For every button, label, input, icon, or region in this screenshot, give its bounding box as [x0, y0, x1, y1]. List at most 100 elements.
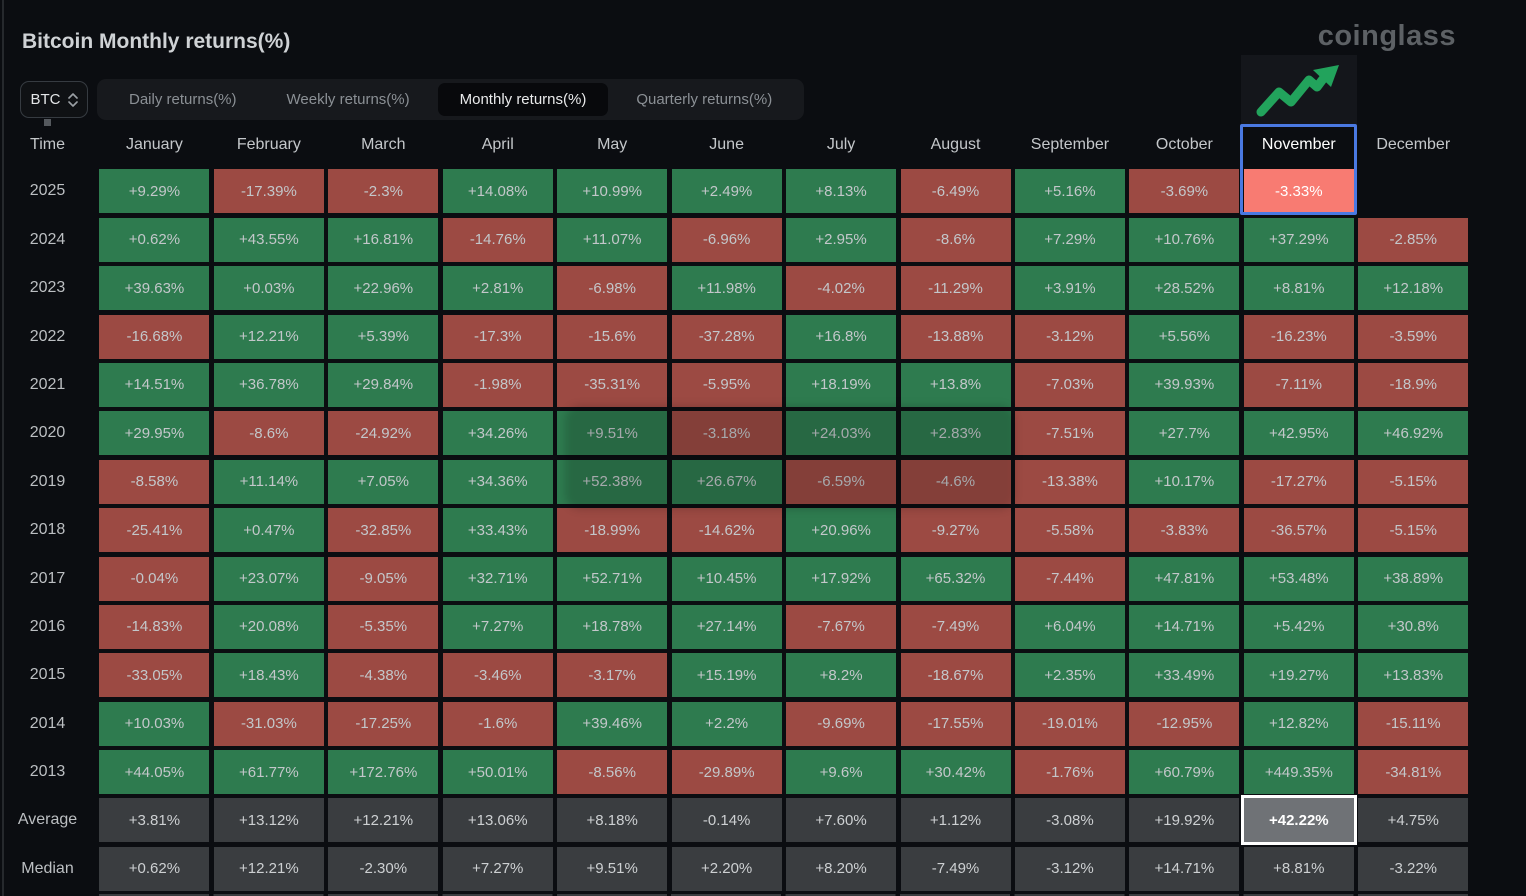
cell-2018-november[interactable]: -36.57% [1243, 508, 1354, 553]
cell-2024-september[interactable]: +7.29% [1014, 217, 1125, 262]
cell-2018-march[interactable]: -32.85% [328, 508, 439, 553]
cell-2016-january[interactable]: -14.83% [99, 604, 210, 649]
cell-2021-april[interactable]: -1.98% [442, 362, 553, 407]
tab-quarterly-returns[interactable]: Quarterly returns(%) [636, 91, 773, 108]
month-header-february[interactable]: February [236, 136, 301, 153]
cell-average-may[interactable]: +8.18% [557, 798, 668, 843]
cell-2017-august[interactable]: +65.32% [900, 556, 1011, 601]
cell-2022-november[interactable]: -16.23% [1243, 314, 1354, 359]
cell-2023-december[interactable]: +12.18% [1358, 266, 1469, 311]
cell-2016-september[interactable]: +6.04% [1014, 604, 1125, 649]
cell-2023-march[interactable]: +22.96% [328, 266, 439, 311]
cell-2022-january[interactable]: -16.68% [99, 314, 210, 359]
cell-2013-march[interactable]: +172.76% [328, 750, 439, 795]
cell-2022-april[interactable]: -17.3% [442, 314, 553, 359]
cell-2016-march[interactable]: -5.35% [328, 604, 439, 649]
cell-2013-december[interactable]: -34.81% [1358, 750, 1469, 795]
cell-2022-august[interactable]: -13.88% [900, 314, 1011, 359]
cell-2020-august[interactable]: +2.83% [900, 411, 1011, 456]
month-header-august[interactable]: August [930, 136, 981, 153]
cell-2019-june[interactable]: +26.67% [671, 459, 782, 504]
cell-2019-july[interactable]: -6.59% [786, 459, 897, 504]
cell-2016-october[interactable]: +14.71% [1129, 604, 1240, 649]
cell-2022-march[interactable]: +5.39% [328, 314, 439, 359]
month-header-october[interactable]: October [1155, 136, 1213, 153]
cell-2017-november[interactable]: +53.48% [1243, 556, 1354, 601]
tab-weekly-returns[interactable]: Weekly returns(%) [286, 91, 410, 108]
cell-2013-june[interactable]: -29.89% [671, 750, 782, 795]
cell-2020-october[interactable]: +27.7% [1129, 411, 1240, 456]
cell-2018-august[interactable]: -9.27% [900, 508, 1011, 553]
cell-2017-may[interactable]: +52.71% [557, 556, 668, 601]
cell-2016-november[interactable]: +5.42% [1243, 604, 1354, 649]
cell-2024-november[interactable]: +37.29% [1243, 217, 1354, 262]
cell-2013-february[interactable]: +61.77% [213, 750, 324, 795]
cell-2021-october[interactable]: +39.93% [1129, 362, 1240, 407]
cell-average-june[interactable]: -0.14% [671, 798, 782, 843]
cell-2014-september[interactable]: -19.01% [1014, 701, 1125, 746]
cell-2015-december[interactable]: +13.83% [1358, 653, 1469, 698]
cell-average-january[interactable]: +3.81% [99, 798, 210, 843]
cell-2017-december[interactable]: +38.89% [1358, 556, 1469, 601]
cell-average-july[interactable]: +7.60% [786, 798, 897, 843]
cell-2020-may[interactable]: +9.51% [557, 411, 668, 456]
cell-2022-september[interactable]: -3.12% [1014, 314, 1125, 359]
cell-2024-february[interactable]: +43.55% [213, 217, 324, 262]
cell-2018-december[interactable]: -5.15% [1358, 508, 1469, 553]
cell-2017-october[interactable]: +47.81% [1129, 556, 1240, 601]
cell-2015-september[interactable]: +2.35% [1014, 653, 1125, 698]
cell-2016-august[interactable]: -7.49% [900, 604, 1011, 649]
cell-2024-june[interactable]: -6.96% [671, 217, 782, 262]
cell-median-may[interactable]: +9.51% [557, 846, 668, 891]
cell-2016-may[interactable]: +18.78% [557, 604, 668, 649]
cell-2019-august[interactable]: -4.6% [900, 459, 1011, 504]
cell-2019-march[interactable]: +7.05% [328, 459, 439, 504]
cell-2013-may[interactable]: -8.56% [557, 750, 668, 795]
cell-2013-january[interactable]: +44.05% [99, 750, 210, 795]
cell-2021-february[interactable]: +36.78% [213, 362, 324, 407]
cell-2014-february[interactable]: -31.03% [213, 701, 324, 746]
cell-2014-march[interactable]: -17.25% [328, 701, 439, 746]
cell-2023-february[interactable]: +0.03% [213, 266, 324, 311]
cell-2015-june[interactable]: +15.19% [671, 653, 782, 698]
cell-2022-may[interactable]: -15.6% [557, 314, 668, 359]
cell-2015-august[interactable]: -18.67% [900, 653, 1011, 698]
month-header-december[interactable]: December [1376, 136, 1451, 153]
cell-2017-june[interactable]: +10.45% [671, 556, 782, 601]
cell-2016-february[interactable]: +20.08% [213, 604, 324, 649]
cell-median-august[interactable]: -7.49% [900, 846, 1011, 891]
cell-2024-august[interactable]: -8.6% [900, 217, 1011, 262]
cell-2017-september[interactable]: -7.44% [1014, 556, 1125, 601]
cell-2014-december[interactable]: -15.11% [1358, 701, 1469, 746]
cell-2013-september[interactable]: -1.76% [1014, 750, 1125, 795]
cell-2023-october[interactable]: +28.52% [1129, 266, 1240, 311]
cell-median-january[interactable]: +0.62% [99, 846, 210, 891]
cell-median-november[interactable]: +8.81% [1243, 846, 1354, 891]
cell-2021-august[interactable]: +13.8% [900, 362, 1011, 407]
cell-2025-february[interactable]: -17.39% [213, 169, 324, 214]
cell-median-december[interactable]: -3.22% [1358, 846, 1469, 891]
cell-2015-march[interactable]: -4.38% [328, 653, 439, 698]
cell-2019-february[interactable]: +11.14% [213, 459, 324, 504]
cell-2022-july[interactable]: +16.8% [786, 314, 897, 359]
cell-2025-september[interactable]: +5.16% [1014, 169, 1125, 214]
cell-2023-november[interactable]: +8.81% [1243, 266, 1354, 311]
cell-2024-july[interactable]: +2.95% [786, 217, 897, 262]
cell-median-june[interactable]: +2.20% [671, 846, 782, 891]
cell-2017-february[interactable]: +23.07% [213, 556, 324, 601]
cell-2017-january[interactable]: -0.04% [99, 556, 210, 601]
cell-2018-january[interactable]: -25.41% [99, 508, 210, 553]
month-header-july[interactable]: July [826, 136, 856, 153]
cell-2020-december[interactable]: +46.92% [1358, 411, 1469, 456]
cell-2020-june[interactable]: -3.18% [671, 411, 782, 456]
cell-2017-april[interactable]: +32.71% [442, 556, 553, 601]
cell-2015-october[interactable]: +33.49% [1129, 653, 1240, 698]
cell-2016-june[interactable]: +27.14% [671, 604, 782, 649]
cell-2022-february[interactable]: +12.21% [213, 314, 324, 359]
cell-2023-april[interactable]: +2.81% [442, 266, 553, 311]
cell-2015-april[interactable]: -3.46% [442, 653, 553, 698]
cell-2019-december[interactable]: -5.15% [1358, 459, 1469, 504]
cell-2020-january[interactable]: +29.95% [99, 411, 210, 456]
cell-2019-january[interactable]: -8.58% [99, 459, 210, 504]
cell-2020-march[interactable]: -24.92% [328, 411, 439, 456]
